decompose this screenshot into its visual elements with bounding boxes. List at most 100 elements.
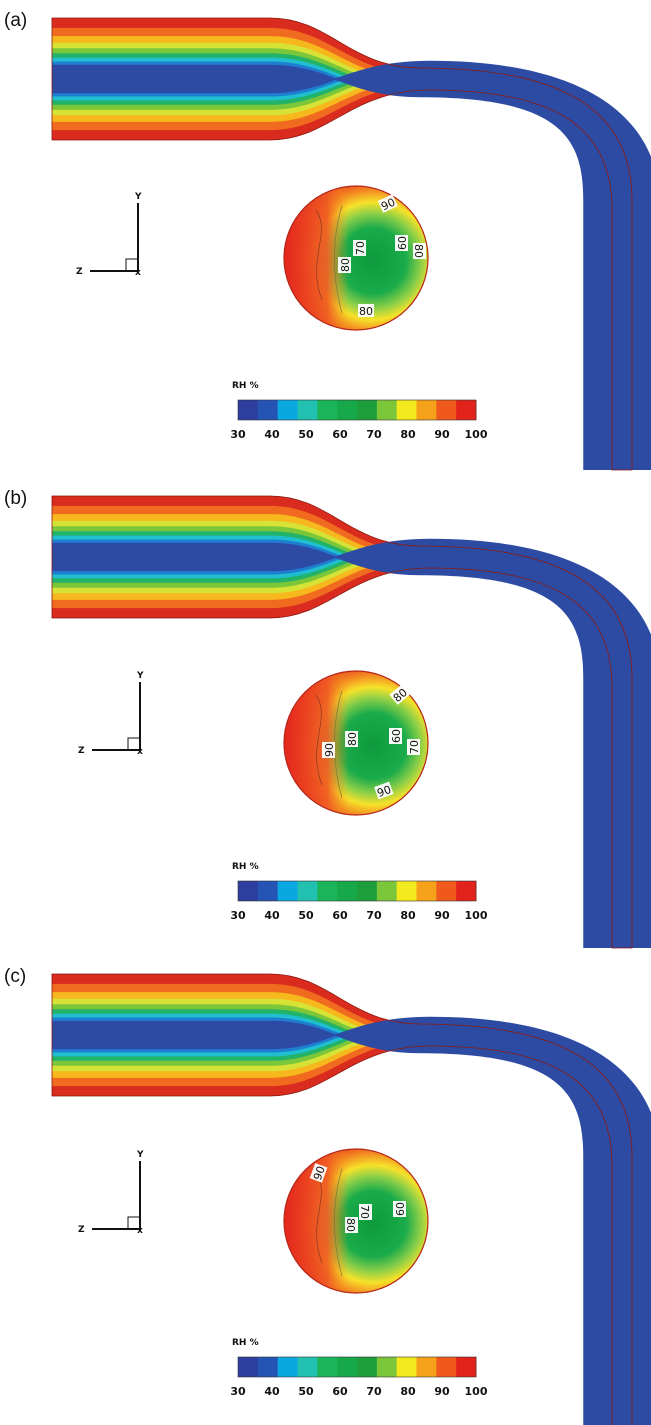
colorbar-tick-label: 100 [465, 1385, 488, 1398]
colorbar-swatch [297, 881, 318, 901]
colorbar-swatch [357, 1357, 378, 1377]
colorbar-tick-label: 40 [264, 428, 280, 441]
colorbar-tick-label: 100 [465, 428, 488, 441]
colorbar-swatch [436, 881, 457, 901]
colorbar-swatch [416, 881, 437, 901]
colorbar-swatch [337, 400, 358, 420]
colorbar-tick-label: 30 [230, 428, 246, 441]
colorbar-tick-label: 100 [465, 909, 488, 922]
contour-label: 60 [389, 728, 403, 744]
colorbar-swatch [376, 881, 398, 901]
axis-z-label: Z [76, 267, 83, 277]
colorbar-swatch [317, 400, 338, 420]
axis-x-label: x [135, 268, 141, 278]
contour-label: 70 [358, 1204, 372, 1220]
svg-text:80: 80 [339, 258, 352, 272]
colorbar-tick-label: 70 [366, 909, 382, 922]
colorbar-swatch [376, 400, 398, 420]
svg-text:90: 90 [375, 783, 393, 800]
contour-label: 80 [412, 243, 426, 259]
colorbar-swatch [456, 881, 477, 901]
colorbar-swatch [238, 400, 259, 420]
svg-text:70: 70 [408, 740, 421, 754]
contour-label: 70 [353, 240, 367, 256]
colorbar-swatch [317, 1357, 338, 1377]
svg-text:80: 80 [412, 244, 425, 258]
contour-label: 80 [358, 304, 374, 318]
axis-triad: Y Z x [78, 671, 144, 757]
colorbar: RH % 30 40 50 60 70 80 90 100 [230, 381, 487, 441]
colorbar-swatch [396, 881, 417, 901]
colorbar-swatch [277, 881, 298, 901]
colorbar-swatch [416, 1357, 437, 1377]
colorbar-tick-label: 30 [230, 909, 246, 922]
contour-label: 80 [345, 731, 359, 747]
colorbar-swatch [396, 400, 417, 420]
colorbar: RH % 30 40 50 60 70 80 90 100 [230, 1338, 487, 1398]
contour-label: 90 [377, 194, 398, 214]
colorbar-swatch [357, 400, 378, 420]
colorbar-swatch [357, 881, 378, 901]
axis-z-label: Z [78, 1225, 85, 1235]
colorbar-tick-label: 40 [264, 1385, 280, 1398]
svg-text:90: 90 [323, 743, 336, 757]
colorbar-title: RH % [232, 862, 259, 872]
colorbar-swatch [277, 1357, 298, 1377]
colorbar-tick-label: 90 [434, 909, 450, 922]
colorbar-swatch [257, 1357, 279, 1377]
colorbar-swatch [456, 1357, 477, 1377]
colorbar-swatch [297, 400, 318, 420]
panel-label: (c) [4, 966, 26, 987]
axis-y-label: Y [134, 192, 142, 202]
axis-x-label: x [137, 747, 143, 757]
colorbar-swatch [277, 400, 298, 420]
colorbar-tick-label: 80 [400, 909, 416, 922]
colorbar-tick-label: 80 [400, 1385, 416, 1398]
colorbar-tick-label: 60 [332, 909, 348, 922]
colorbar-swatch [257, 881, 279, 901]
colorbar-title: RH % [232, 381, 259, 391]
colorbar: RH % 30 40 50 60 70 80 90 100 [230, 862, 487, 922]
colorbar-swatch [416, 400, 437, 420]
contour-label: 60 [395, 235, 409, 251]
axis-x-label: x [137, 1226, 143, 1236]
colorbar-tick-label: 60 [332, 428, 348, 441]
colorbar-tick-label: 60 [332, 1385, 348, 1398]
contour-label: 90 [374, 781, 394, 800]
colorbar-swatch [238, 1357, 259, 1377]
colorbar-tick-label: 70 [366, 428, 382, 441]
colorbar-swatch [456, 400, 477, 420]
colorbar-swatch [376, 1357, 398, 1377]
svg-text:60: 60 [396, 236, 409, 250]
colorbar-swatch [317, 881, 338, 901]
svg-text:70: 70 [354, 241, 367, 255]
svg-text:90: 90 [379, 196, 397, 214]
colorbar-swatch [337, 1357, 358, 1377]
colorbar-tick-label: 40 [264, 909, 280, 922]
axis-z-label: Z [78, 746, 85, 756]
colorbar-swatch [257, 400, 279, 420]
axis-triad: Y Z x [76, 192, 142, 278]
svg-text:90: 90 [311, 1164, 328, 1182]
colorbar-swatch [396, 1357, 417, 1377]
colorbar-swatch [436, 400, 457, 420]
svg-text:80: 80 [359, 305, 373, 318]
colorbar-swatch [337, 881, 358, 901]
svg-text:60: 60 [390, 729, 403, 743]
contour-label: 90 [322, 742, 336, 758]
colorbar-tick-label: 70 [366, 1385, 382, 1398]
svg-text:80: 80 [344, 1218, 357, 1232]
colorbar-tick-label: 30 [230, 1385, 246, 1398]
panel-label: (a) [4, 10, 27, 31]
contour-label: 80 [344, 1217, 358, 1233]
colorbar-swatch [297, 1357, 318, 1377]
colorbar-tick-label: 50 [298, 1385, 314, 1398]
svg-text:70: 70 [358, 1205, 371, 1219]
colorbar-title: RH % [232, 1338, 259, 1348]
contour-label: 80 [338, 257, 352, 273]
